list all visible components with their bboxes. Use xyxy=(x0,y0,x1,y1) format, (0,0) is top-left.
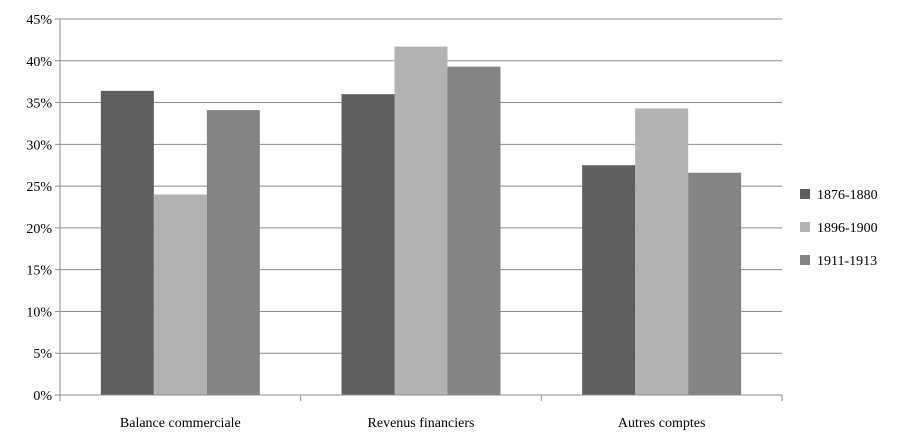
y-tick-label: 30% xyxy=(26,138,52,153)
bars xyxy=(100,46,742,396)
bar-1876-1880-0 xyxy=(100,90,154,395)
y-tick-label: 35% xyxy=(26,97,52,112)
y-tick-label: 40% xyxy=(26,55,52,70)
bar-1896-1900-0 xyxy=(153,194,207,395)
legend-swatch xyxy=(800,222,810,232)
y-tick-label: 15% xyxy=(26,264,52,279)
y-axis: 0% 5% 10% 15% 20% 25% 30% 35% 40% 45% xyxy=(26,13,61,404)
x-category-label: Balance commerciale xyxy=(120,416,241,431)
y-tick-label: 45% xyxy=(26,13,52,28)
y-tick-label: 0% xyxy=(33,389,52,404)
y-tick-label: 10% xyxy=(26,305,52,320)
legend-label: 1896-1900 xyxy=(817,221,878,236)
bar-1911-1913-2 xyxy=(688,172,742,395)
bar-1896-1900-2 xyxy=(635,108,689,395)
x-category-label: Autres comptes xyxy=(618,416,705,431)
x-category-label: Revenus financiers xyxy=(368,416,475,431)
legend-swatch xyxy=(800,189,810,199)
x-axis: Balance commerciale Revenus financiers Aut… xyxy=(59,394,783,431)
legend-swatch xyxy=(800,255,810,265)
y-tick-label: 25% xyxy=(26,180,52,195)
legend-label: 1876-1880 xyxy=(817,188,878,203)
bar-1876-1880-1 xyxy=(341,94,395,395)
legend: 1876-1880 1896-1900 1911-1913 xyxy=(800,188,878,269)
bar-1876-1880-2 xyxy=(582,165,636,395)
bar-1911-1913-1 xyxy=(447,66,501,396)
bar-1911-1913-0 xyxy=(206,110,260,395)
y-tick-label: 20% xyxy=(26,222,52,237)
legend-label: 1911-1913 xyxy=(817,254,877,269)
y-tick-label: 5% xyxy=(33,347,52,362)
bar-1896-1900-1 xyxy=(394,46,448,395)
